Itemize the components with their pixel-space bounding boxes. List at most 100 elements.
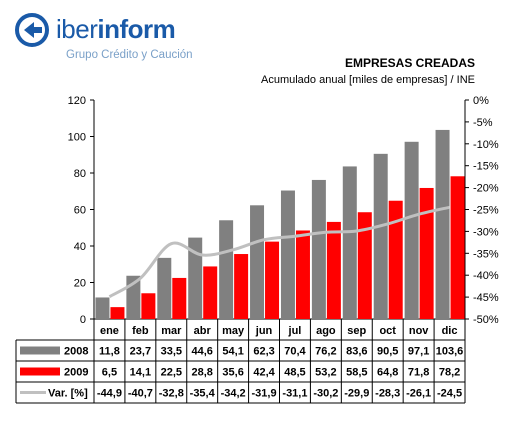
data-label: 42,4 <box>253 367 275 379</box>
data-label: 22,5 <box>161 367 182 379</box>
y2-tick-label: -30% <box>473 226 499 238</box>
data-label: 44,6 <box>191 346 212 358</box>
bar-2009 <box>172 277 187 319</box>
line-var <box>108 205 450 298</box>
legend-swatch-2009 <box>20 367 60 376</box>
bar-2008 <box>311 179 326 319</box>
data-label: 33,5 <box>161 346 182 358</box>
data-label: -30,2 <box>313 388 338 400</box>
legend-label-2008: 2008 <box>64 346 88 358</box>
data-label: -31,9 <box>252 388 277 400</box>
data-label: 103,6 <box>436 346 464 358</box>
bar-2009 <box>419 187 434 319</box>
data-label: 28,8 <box>191 367 212 379</box>
data-label: 97,1 <box>408 346 429 358</box>
data-label: 70,4 <box>284 346 306 358</box>
data-label: 54,1 <box>222 346 243 358</box>
data-label: 11,8 <box>99 346 120 358</box>
category-label: jul <box>288 325 302 337</box>
chart-title: EMPRESAS CREADAS <box>344 56 475 70</box>
bar-2008 <box>373 153 388 319</box>
logo-tagline: Grupo Crédito y Caución <box>66 49 193 61</box>
bar-2008 <box>280 190 295 319</box>
y2-tick-label: -45% <box>473 292 499 304</box>
category-label: jun <box>255 325 273 337</box>
bar-2008 <box>435 129 450 319</box>
data-label: 83,6 <box>346 346 367 358</box>
data-label: 90,5 <box>377 346 398 358</box>
data-label: 71,8 <box>408 367 429 379</box>
bar-2009 <box>141 293 156 319</box>
y2-tick-label: 0% <box>473 95 489 107</box>
y2-tick-label: -25% <box>473 205 499 217</box>
bar-2009 <box>265 241 280 319</box>
data-label: 62,3 <box>253 346 274 358</box>
y2-tick-label: -40% <box>473 270 499 282</box>
data-label: -26,1 <box>406 388 431 400</box>
data-label: -32,8 <box>159 388 184 400</box>
data-label: 53,2 <box>315 367 336 379</box>
data-label: 64,8 <box>377 367 398 379</box>
category-label: feb <box>132 325 149 337</box>
bar-2009 <box>110 307 125 319</box>
bar-2008 <box>95 297 110 319</box>
data-label: -28,3 <box>375 388 400 400</box>
data-label: -34,2 <box>221 388 246 400</box>
logo-wordmark: iberinform <box>56 14 176 44</box>
data-label: 14,1 <box>130 367 151 379</box>
y-tick-label: 80 <box>74 168 86 180</box>
data-label: -24,5 <box>437 388 462 400</box>
bar-2008 <box>219 220 234 319</box>
category-label: nov <box>409 325 429 337</box>
data-label: -35,4 <box>190 388 216 400</box>
bar-2008 <box>157 257 172 319</box>
data-label: 6,5 <box>102 367 117 379</box>
data-label: -40,7 <box>128 388 153 400</box>
bar-2008 <box>250 205 265 319</box>
bar-2008 <box>188 237 203 319</box>
y-tick-label: 40 <box>74 241 86 253</box>
y2-tick-label: -15% <box>473 161 499 173</box>
y2-tick-label: -10% <box>473 139 499 151</box>
data-label: -31,1 <box>282 388 307 400</box>
y-tick-label: 100 <box>68 132 86 144</box>
category-label: ene <box>100 325 119 337</box>
bar-2009 <box>295 230 310 319</box>
y2-tick-label: -5% <box>473 117 493 129</box>
y-tick-label: 20 <box>74 278 86 290</box>
bar-2008 <box>404 141 419 319</box>
data-label: -44,9 <box>97 388 122 400</box>
y-tick-label: 60 <box>74 205 86 217</box>
category-label: sep <box>347 325 366 337</box>
logo-icon <box>15 13 49 47</box>
legend-swatch-2008 <box>20 346 60 355</box>
category-label: ago <box>316 325 336 337</box>
bar-2009 <box>234 254 249 319</box>
iberinform-logo: iberinform Grupo Crédito y Caución <box>14 8 214 70</box>
data-label: 48,5 <box>284 367 305 379</box>
data-label: 58,5 <box>346 367 367 379</box>
bar-2009 <box>326 221 341 319</box>
data-label: 23,7 <box>130 346 151 358</box>
y2-tick-label: -20% <box>473 183 499 195</box>
chart-subtitle: Acumulado anual [miles de empresas] / IN… <box>261 74 475 86</box>
category-label: abr <box>194 325 212 337</box>
bar-2009 <box>203 266 218 319</box>
bar-2009 <box>388 200 403 319</box>
category-label: mar <box>161 325 182 337</box>
category-label: oct <box>379 325 396 337</box>
bar-2009 <box>450 176 465 319</box>
data-label: 78,2 <box>439 367 460 379</box>
y-tick-label: 0 <box>80 314 86 326</box>
y2-tick-label: -50% <box>473 314 499 326</box>
legend-label-2009: 2009 <box>64 367 88 379</box>
bar-2008 <box>342 166 357 319</box>
data-label: 76,2 <box>315 346 336 358</box>
y2-tick-label: -35% <box>473 248 499 260</box>
category-label: dic <box>442 325 458 337</box>
category-label: may <box>222 325 245 337</box>
bar-2009 <box>357 212 372 319</box>
data-label: -29,9 <box>344 388 369 400</box>
data-label: 35,6 <box>222 367 243 379</box>
